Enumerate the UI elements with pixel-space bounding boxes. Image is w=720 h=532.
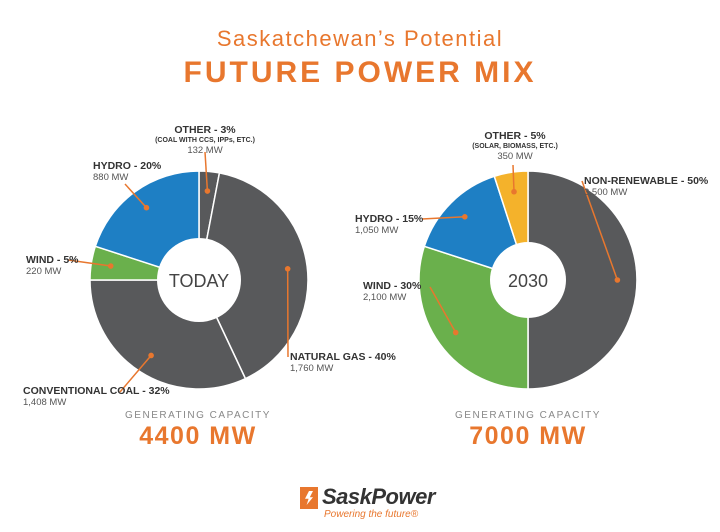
label-today-hydro: HYDRO - 20% 880 MW (93, 160, 162, 183)
logo-name: SaskPower (322, 484, 435, 509)
logo-tagline: Powering the future® (324, 509, 419, 520)
center-label-today: TODAY (168, 271, 230, 291)
label-2030-wind: WIND - 30% 2,100 MW (363, 280, 422, 303)
leader-dot-3 (148, 352, 154, 359)
leader-dot-7 (461, 213, 468, 220)
leader-line-2 (67, 259, 111, 267)
total-today: 4400 MW (139, 422, 257, 450)
label-2030-other: OTHER - 5% (SOLAR, BIOMASS, ETC.) 350 MW (472, 130, 558, 162)
pie-2030 (418, 170, 638, 390)
donut-hole-0 (157, 238, 241, 322)
pie-today (89, 170, 309, 390)
center-label-2030: 2030 (507, 271, 549, 291)
label-today-coal: CONVENTIONAL COAL - 32% 1,408 MW (23, 385, 170, 408)
chart-subtitle: Saskatchewan’s Potential (216, 26, 504, 51)
leader-dot-1 (143, 204, 150, 211)
leader-dot-8 (452, 329, 459, 336)
leader-line-5 (512, 164, 515, 192)
lightning-logo-icon (300, 487, 318, 509)
label-today-gas: NATURAL GAS - 40% 1,760 MW (290, 351, 396, 374)
leader-dot-4 (284, 265, 291, 272)
pie-slice-1-0 (527, 170, 638, 390)
chart-title: FUTURE POWER MIX (183, 56, 537, 89)
leader-line-6 (581, 180, 619, 281)
saskpower-logo: SaskPower Powering the future® (300, 484, 460, 524)
label-today-wind: WIND - 5% 220 MW (26, 254, 79, 277)
leader-dot-6 (614, 277, 621, 283)
label-2030-hydro: HYDRO - 15% 1,050 MW (355, 213, 424, 236)
total-2030: 7000 MW (469, 422, 587, 450)
donut-hole-1 (490, 242, 566, 318)
leader-dot-2 (107, 263, 114, 269)
leader-line-8 (429, 286, 457, 333)
leader-line-7 (421, 216, 465, 220)
leader-line-1 (124, 183, 148, 209)
caption-label-today: GENERATING CAPACITY (125, 410, 271, 421)
pie-slice-0-1 (198, 172, 309, 380)
leader-dot-0 (204, 188, 211, 194)
label-today-other: OTHER - 3% (COAL WITH CCS, IPPs, ETC.) 1… (155, 124, 255, 156)
leader-line-0 (204, 151, 209, 192)
caption-label-2030: GENERATING CAPACITY (455, 410, 601, 421)
label-2030-nonrenewable: NON-RENEWABLE - 50% 3,500 MW (584, 175, 709, 198)
leader-line-3 (119, 354, 152, 393)
leader-lines (67, 151, 621, 393)
leader-dot-5 (511, 188, 517, 195)
